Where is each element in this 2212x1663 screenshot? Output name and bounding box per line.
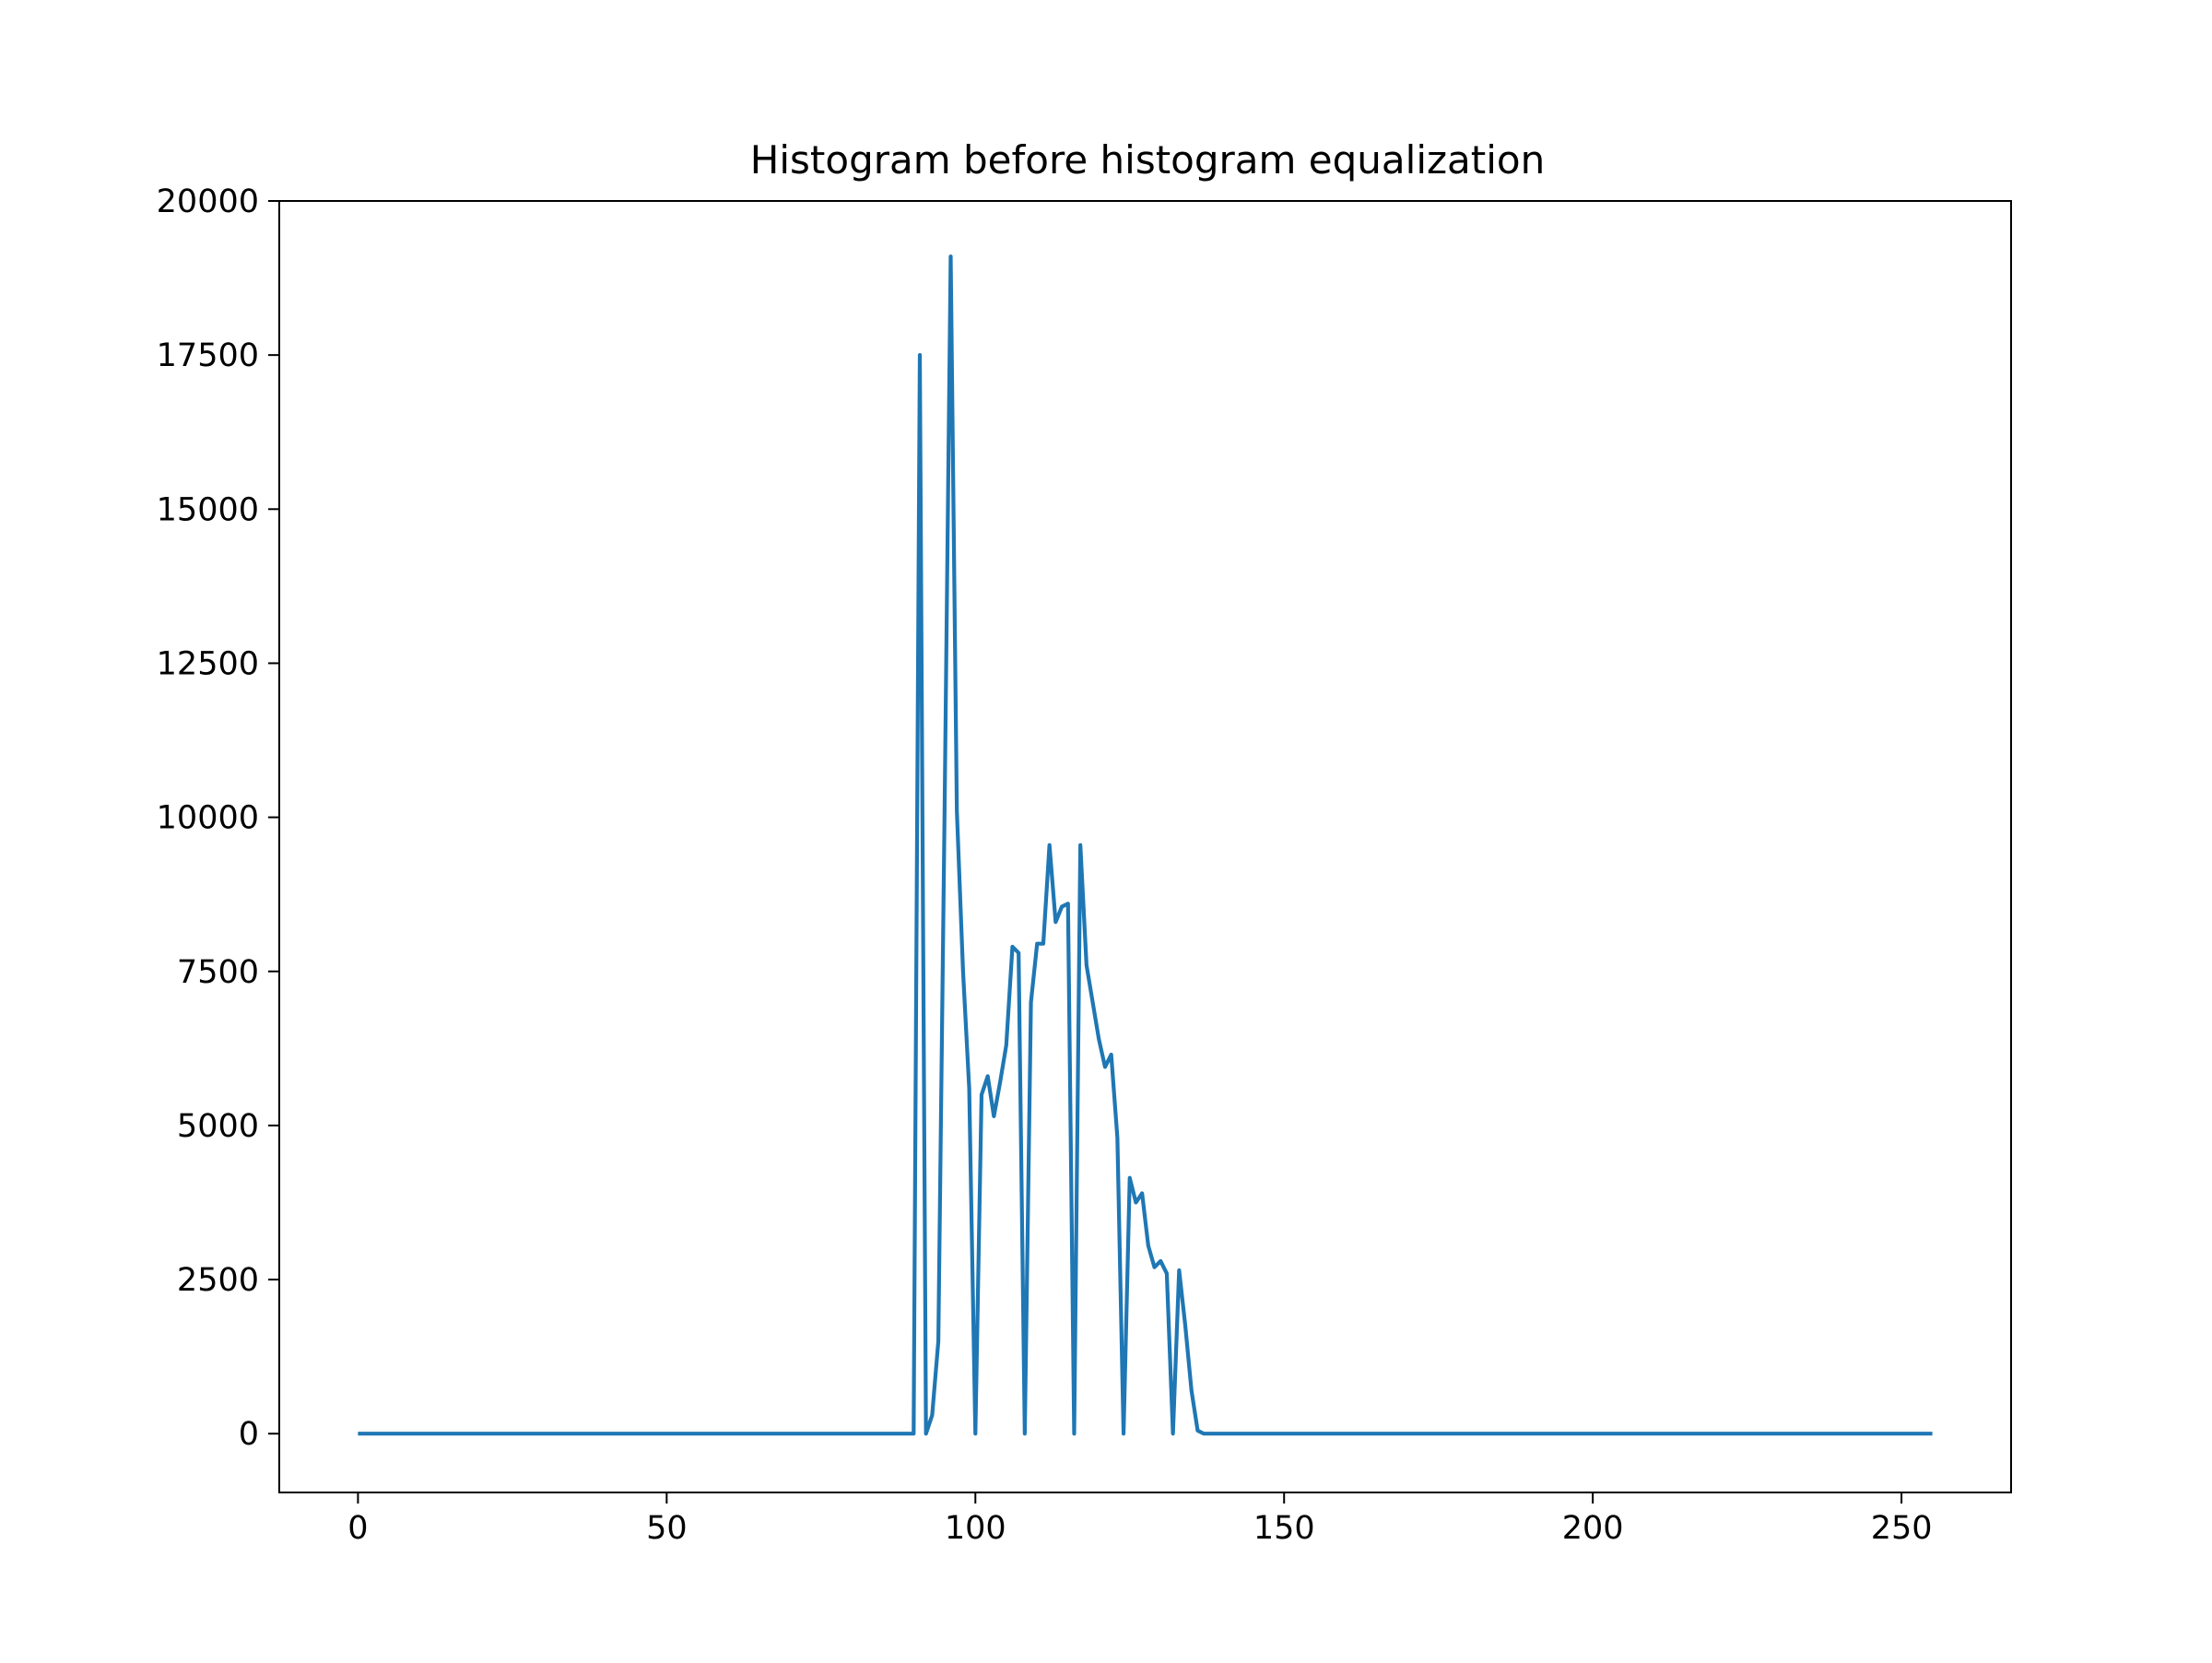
y-tick-label: 17500 (157, 337, 259, 374)
chart-title: Histogram before histogram equalization (750, 137, 1545, 183)
y-axis-ticks: 0 2500 5000 7500 10000 12500 15000 17500 20000 (157, 183, 279, 1453)
x-tick-label: 150 (1253, 1510, 1315, 1547)
axes-frame (278, 200, 2012, 1493)
x-tick-label: 50 (646, 1510, 688, 1547)
series-layer (358, 254, 1933, 1436)
y-tick-label: 0 (239, 1416, 259, 1453)
series-line-0 (358, 254, 1933, 1436)
x-tick-label: 250 (1871, 1510, 1933, 1547)
x-tick-label: 100 (945, 1510, 1006, 1547)
y-tick-label: 20000 (157, 183, 259, 220)
y-tick-label: 15000 (157, 491, 259, 528)
y-tick-label: 5000 (177, 1108, 259, 1145)
y-tick-label: 12500 (157, 645, 259, 682)
y-tick-label: 7500 (177, 954, 259, 991)
x-axis-ticks: 0 50 100 150 200 250 (347, 1492, 1933, 1547)
x-tick-label: 200 (1562, 1510, 1624, 1547)
y-tick-label: 10000 (157, 800, 259, 837)
y-tick-label: 2500 (177, 1262, 259, 1299)
x-tick-label: 0 (347, 1510, 368, 1547)
